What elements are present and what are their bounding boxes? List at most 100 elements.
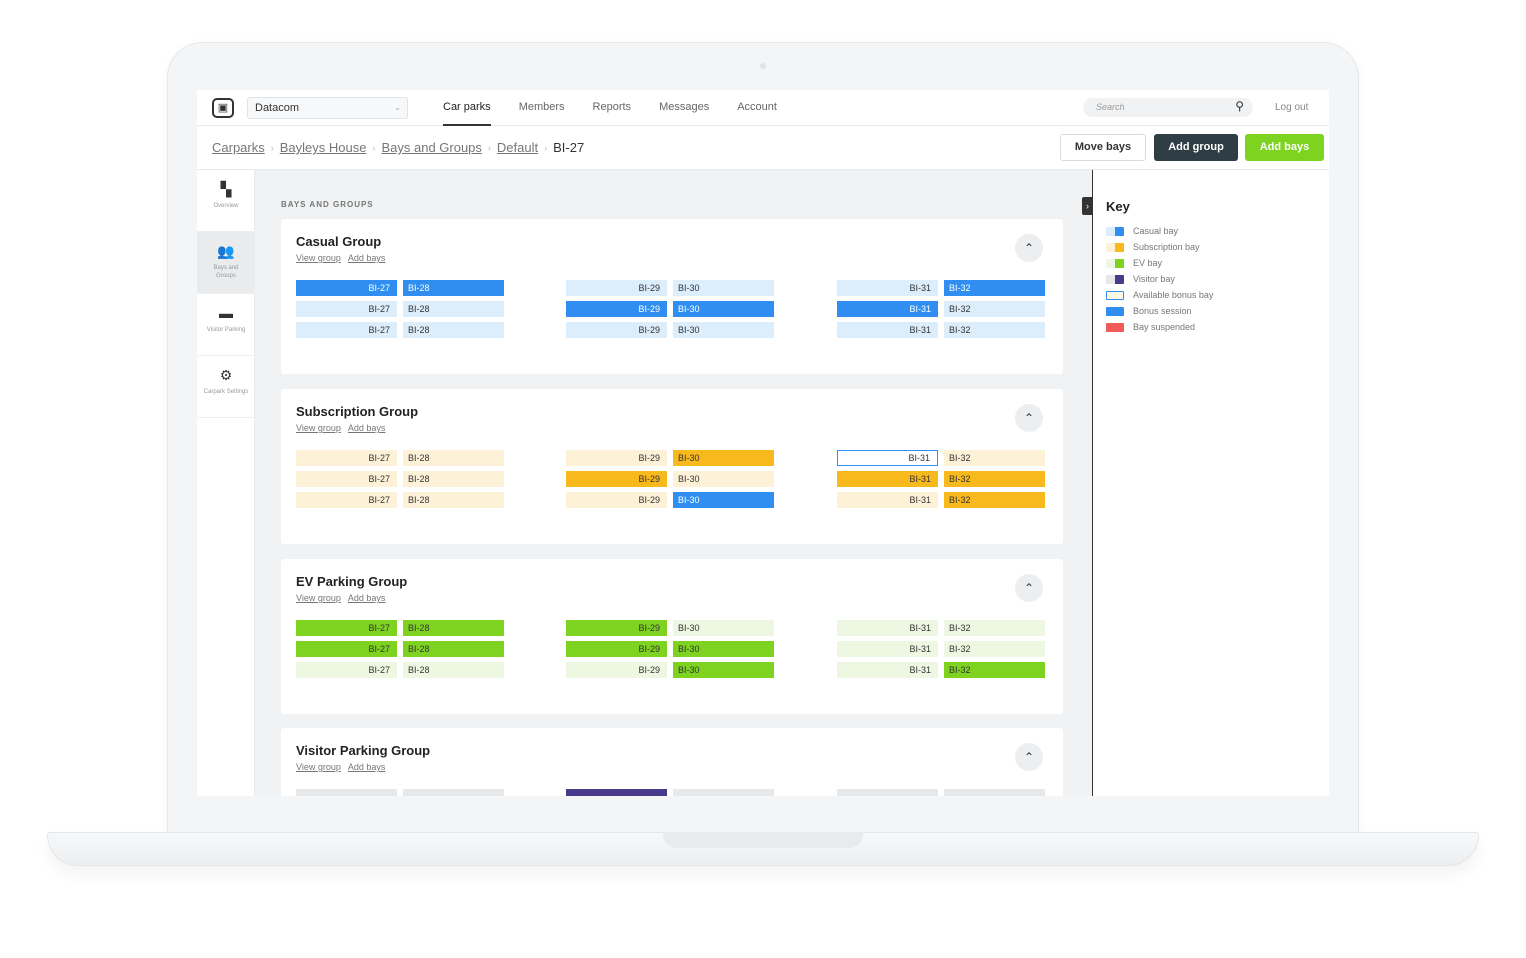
- bay-cell[interactable]: BI-29: [566, 280, 667, 296]
- bay-cell[interactable]: BI-27: [296, 662, 397, 678]
- bay-cell[interactable]: BI-28: [403, 492, 504, 508]
- breadcrumb-link[interactable]: Carparks: [212, 140, 265, 155]
- bay-cell[interactable]: [837, 789, 938, 796]
- bay-cell[interactable]: BI-29: [566, 641, 667, 657]
- nav-item-reports[interactable]: Reports: [592, 101, 632, 113]
- add-group-button[interactable]: Add group: [1154, 134, 1238, 161]
- bay-cell[interactable]: BI-28: [403, 641, 504, 657]
- bay-cell[interactable]: BI-30: [673, 492, 774, 508]
- bay-cell[interactable]: BI-27: [296, 471, 397, 487]
- bay-cell[interactable]: BI-28: [403, 280, 504, 296]
- bay-cell[interactable]: BI-28: [403, 301, 504, 317]
- bay-cell[interactable]: BI-27: [296, 620, 397, 636]
- bay-cell[interactable]: BI-31: [837, 620, 938, 636]
- car-logo-icon[interactable]: ▣: [212, 98, 234, 118]
- add-bays-link[interactable]: Add bays: [347, 593, 386, 603]
- chevron-up-icon[interactable]: ⌃: [1015, 574, 1043, 602]
- chevron-up-icon[interactable]: ⌃: [1015, 404, 1043, 432]
- search-icon[interactable]: ⚲: [1235, 99, 1244, 113]
- bay-cell[interactable]: BI-32: [944, 450, 1045, 466]
- bay-row: BI-31 BI-32: [837, 322, 1045, 338]
- bay-cell[interactable]: BI-32: [944, 280, 1045, 296]
- nav-item-car-parks[interactable]: Car parks: [443, 90, 491, 126]
- bay-cell[interactable]: BI-28: [403, 662, 504, 678]
- view-group-link[interactable]: View group: [296, 423, 341, 433]
- add-bays-link[interactable]: Add bays: [347, 762, 386, 772]
- view-group-link[interactable]: View group: [296, 593, 341, 603]
- nav-item-messages[interactable]: Messages: [659, 101, 710, 113]
- bay-cell[interactable]: BI-27: [296, 492, 397, 508]
- nav-item-members[interactable]: Members: [518, 101, 565, 113]
- bay-cell[interactable]: [944, 789, 1045, 796]
- bay-cell[interactable]: BI-27: [296, 322, 397, 338]
- sidebar-item-overview[interactable]: ▚ Overview: [197, 170, 255, 232]
- bay-cell[interactable]: BI-31: [837, 301, 938, 317]
- add-bays-link[interactable]: Add bays: [347, 423, 386, 433]
- bay-cell[interactable]: BI-30: [673, 662, 774, 678]
- bay-cell[interactable]: BI-29: [566, 471, 667, 487]
- move-bays-button[interactable]: Move bays: [1060, 134, 1146, 161]
- key-label: Available bonus bay: [1133, 290, 1214, 300]
- bay-cell[interactable]: [673, 789, 774, 796]
- logout-link[interactable]: Log out: [1275, 102, 1309, 113]
- view-group-link[interactable]: View group: [296, 253, 341, 263]
- bay-cell[interactable]: BI-30: [673, 450, 774, 466]
- nav-item-account[interactable]: Account: [737, 101, 777, 113]
- add-bays-link[interactable]: Add bays: [347, 253, 386, 263]
- bay-cell[interactable]: BI-29: [566, 492, 667, 508]
- bay-cell[interactable]: BI-31: [837, 322, 938, 338]
- bay-cell[interactable]: BI-28: [403, 450, 504, 466]
- bay-cell[interactable]: BI-32: [944, 471, 1045, 487]
- bay-cell[interactable]: BI-27: [296, 450, 397, 466]
- bay-cell[interactable]: BI-27: [296, 641, 397, 657]
- bay-cell[interactable]: BI-31: [837, 641, 938, 657]
- breadcrumb-link[interactable]: Bays and Groups: [381, 140, 482, 155]
- bay-cell[interactable]: BI-31: [837, 471, 938, 487]
- bay-cell[interactable]: BI-28: [403, 620, 504, 636]
- bay-cell[interactable]: BI-31: [837, 492, 938, 508]
- breadcrumb-link[interactable]: Bayleys House: [279, 140, 367, 155]
- bay-cell[interactable]: BI-29: [566, 322, 667, 338]
- bay-cell[interactable]: BI-29: [566, 662, 667, 678]
- chevron-right-icon[interactable]: ›: [1082, 197, 1093, 215]
- bay-cell[interactable]: BI-28: [403, 471, 504, 487]
- search-input[interactable]: Search ⚲: [1083, 98, 1253, 117]
- bay-cell[interactable]: BI-32: [944, 662, 1045, 678]
- bay-cell[interactable]: BI-32: [944, 620, 1045, 636]
- sidebar-item-carpark-settings[interactable]: ⚙ Carpark Settings: [197, 356, 255, 418]
- bay-cell[interactable]: BI-27: [296, 301, 397, 317]
- organisation-select[interactable]: Datacom ⌄: [247, 97, 408, 119]
- key-swatch: [1106, 306, 1124, 316]
- view-group-link[interactable]: View group: [296, 762, 341, 772]
- bay-cell[interactable]: BI-32: [944, 322, 1045, 338]
- bay-row: BI-27 BI-28: [296, 450, 504, 466]
- sidebar-item-bays-and-groups[interactable]: 👥 Bays and Groups: [197, 232, 255, 294]
- chevron-up-icon[interactable]: ⌃: [1015, 743, 1043, 771]
- bay-cell[interactable]: BI-29: [566, 620, 667, 636]
- bay-cell[interactable]: BI-32: [944, 301, 1045, 317]
- bay-cell[interactable]: BI-29: [566, 301, 667, 317]
- bay-cell[interactable]: BI-30: [673, 641, 774, 657]
- bay-cell[interactable]: BI-30: [673, 620, 774, 636]
- add-bays-button[interactable]: Add bays: [1245, 134, 1324, 161]
- bay-cell[interactable]: BI-27: [296, 280, 397, 296]
- bay-cell[interactable]: BI-31: [837, 450, 938, 466]
- breadcrumb-bar: Carparks › Bayleys House › Bays and Groups › D…: [197, 126, 1329, 170]
- bay-row: BI-29 BI-30: [566, 301, 774, 317]
- chevron-up-icon[interactable]: ⌃: [1015, 234, 1043, 262]
- bay-cell[interactable]: BI-32: [944, 492, 1045, 508]
- bay-cell[interactable]: BI-32: [944, 641, 1045, 657]
- bay-cell[interactable]: [566, 789, 667, 796]
- breadcrumb-link[interactable]: Default: [496, 140, 539, 155]
- bay-cell[interactable]: [296, 789, 397, 796]
- bay-cell[interactable]: BI-29: [566, 450, 667, 466]
- bay-cell[interactable]: BI-30: [673, 322, 774, 338]
- sidebar-item-visitor-parking[interactable]: ▬ Visitor Parking: [197, 294, 255, 356]
- bay-cell[interactable]: BI-30: [673, 301, 774, 317]
- bay-cell[interactable]: BI-31: [837, 662, 938, 678]
- bay-cell[interactable]: BI-31: [837, 280, 938, 296]
- bay-cell[interactable]: [403, 789, 504, 796]
- bay-cell[interactable]: BI-30: [673, 280, 774, 296]
- bay-cell[interactable]: BI-28: [403, 322, 504, 338]
- bay-cell[interactable]: BI-30: [673, 471, 774, 487]
